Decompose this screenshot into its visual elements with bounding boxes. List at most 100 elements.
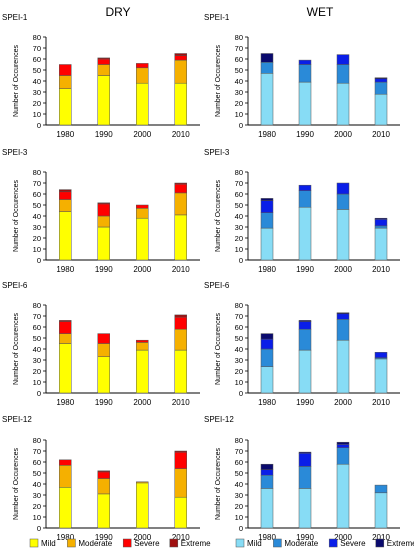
- legend-swatch: [235, 538, 245, 548]
- y-tick-label: 70: [235, 44, 243, 53]
- bar-segment-mild: [374, 492, 388, 529]
- y-tick-label: 50: [235, 334, 243, 343]
- y-tick-label: 50: [33, 334, 41, 343]
- y-tick-label: 20: [33, 367, 41, 376]
- y-tick-label: 10: [235, 378, 243, 387]
- bar-segment-moderate: [336, 64, 350, 84]
- legend-label: Severe: [340, 539, 366, 548]
- bar-segment-extreme: [336, 312, 350, 315]
- y-tick-label: 50: [33, 66, 41, 75]
- bar-segment-severe: [59, 64, 72, 76]
- chart-title: SPEI-6: [2, 281, 28, 290]
- bar-segment-mild: [136, 349, 149, 394]
- y-tick-label: 60: [235, 323, 243, 332]
- x-tick-label: 1980: [258, 533, 276, 542]
- bar-segment-moderate: [336, 447, 350, 465]
- x-tick-label: 1990: [296, 130, 314, 139]
- y-axis-label: Number of Occurences: [13, 448, 20, 520]
- bar-segment-mild: [174, 349, 187, 394]
- bar-segment-mild: [97, 493, 110, 529]
- bar-segment-moderate: [97, 215, 110, 228]
- x-tick-label: 1980: [56, 130, 74, 139]
- y-tick-label: 80: [33, 301, 41, 310]
- y-tick-label: 30: [33, 88, 41, 97]
- bar-segment-moderate: [260, 212, 274, 229]
- y-tick-label: 0: [239, 389, 243, 398]
- bar-segment-mild: [59, 88, 72, 126]
- legend-swatch: [67, 538, 76, 548]
- bar-segment-extreme: [336, 441, 350, 445]
- y-axis-label: Number of Occurences: [13, 45, 20, 117]
- bar-segment-severe: [336, 54, 350, 65]
- y-tick-label: 30: [235, 88, 243, 97]
- bar-segment-mild: [336, 82, 350, 126]
- y-tick-label: 60: [235, 458, 243, 467]
- bar-segment-extreme: [260, 53, 274, 63]
- bar-segment-severe: [336, 182, 350, 195]
- chart-title: SPEI-3: [204, 148, 230, 157]
- bar-segment-mild: [336, 339, 350, 394]
- y-tick-label: 60: [33, 55, 41, 64]
- bar-segment-mild: [97, 356, 110, 394]
- bar-segment-moderate: [374, 484, 388, 494]
- bar-segment-moderate: [97, 343, 110, 357]
- bar-segment-extreme: [174, 182, 187, 185]
- bar-segment-moderate: [260, 348, 274, 367]
- bar-segment-mild: [97, 226, 110, 261]
- bar-segment-severe: [174, 316, 187, 330]
- y-tick-label: 20: [33, 502, 41, 511]
- bar-segment-moderate: [59, 465, 72, 488]
- x-tick-label: 1990: [95, 130, 113, 139]
- y-tick-label: 10: [235, 245, 243, 254]
- y-tick-label: 0: [239, 524, 243, 533]
- legend-label: Mild: [41, 539, 56, 548]
- chart-title: SPEI-6: [204, 281, 230, 290]
- x-tick-label: 2010: [372, 398, 390, 407]
- bar-segment-severe: [374, 352, 388, 359]
- bar-segment-moderate: [298, 64, 312, 83]
- x-tick-label: 2010: [372, 130, 390, 139]
- y-tick-label: 10: [33, 110, 41, 119]
- y-tick-label: 30: [33, 356, 41, 365]
- y-tick-label: 40: [235, 480, 243, 489]
- bar-segment-mild: [174, 496, 187, 529]
- bar-segment-mild: [298, 488, 312, 529]
- bar-segment-severe: [260, 338, 274, 350]
- y-tick-label: 40: [33, 77, 41, 86]
- bar-segment-extreme: [59, 189, 72, 193]
- bar-segment-moderate: [260, 474, 274, 489]
- bar-segment-mild: [260, 227, 274, 261]
- bar-segment-mild: [260, 73, 274, 126]
- x-tick-label: 1990: [296, 533, 314, 542]
- bar-segment-moderate: [260, 62, 274, 74]
- bar-segment-moderate: [298, 328, 312, 351]
- y-tick-label: 80: [235, 33, 243, 42]
- wet-legend: Mild Moderate Severe Extreme: [235, 538, 414, 548]
- y-tick-label: 80: [235, 436, 243, 445]
- legend-swatch: [328, 538, 338, 548]
- x-tick-label: 2000: [133, 398, 151, 407]
- bar-segment-mild: [136, 217, 149, 261]
- x-tick-label: 2010: [372, 533, 390, 542]
- bar-segment-extreme: [174, 314, 187, 318]
- y-tick-label: 10: [33, 513, 41, 522]
- chart-title: SPEI-1: [204, 13, 230, 22]
- legend-label: Severe: [134, 539, 160, 548]
- bar-segment-severe: [174, 451, 187, 469]
- bar-segment-severe: [136, 63, 149, 69]
- bar-segment-mild: [59, 487, 72, 529]
- bar-segment-moderate: [174, 328, 187, 351]
- y-tick-label: 70: [33, 312, 41, 321]
- bar-segment-severe: [336, 313, 350, 320]
- y-tick-label: 40: [33, 480, 41, 489]
- bar-segment-severe: [97, 203, 110, 217]
- bar-segment-severe: [59, 459, 72, 466]
- legend-label: Extreme: [181, 539, 211, 548]
- y-axis-label: Number of Occurences: [215, 45, 222, 117]
- y-tick-label: 40: [235, 345, 243, 354]
- y-axis-label: Number of Occurences: [215, 448, 222, 520]
- bar-segment-extreme: [59, 320, 72, 322]
- x-tick-label: 2000: [133, 130, 151, 139]
- y-tick-label: 20: [235, 367, 243, 376]
